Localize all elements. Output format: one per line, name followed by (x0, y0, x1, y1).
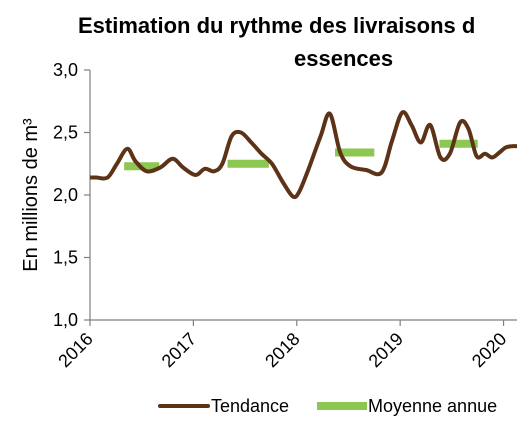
chart-title-line1: Estimation du rythme des livraisons d (78, 13, 475, 38)
x-tick-label: 2019 (365, 329, 407, 371)
y-tick-label: 1,0 (53, 310, 78, 330)
y-axis-label: En millions de m³ (20, 118, 42, 272)
legend: Tendance Moyenne annue (158, 396, 497, 416)
y-tick-label: 2,0 (53, 185, 78, 205)
x-tick-label: 2016 (54, 329, 96, 371)
legend-label-trend: Tendance (211, 396, 289, 416)
chart-title-line2: essences (294, 46, 393, 71)
y-tick-label: 1,5 (53, 248, 78, 268)
plot-area: 1,0 1,5 2,0 2,5 3,0 2016 2017 2018 2019 2020 (53, 60, 517, 371)
x-tick-label: 2017 (158, 329, 200, 371)
y-tick-label: 3,0 (53, 60, 78, 80)
x-tick-label: 2018 (261, 329, 303, 371)
trend-line (90, 110, 517, 200)
x-tick-label: 2020 (468, 329, 510, 371)
legend-label-average: Moyenne annue (368, 396, 497, 416)
y-tick-label: 2,5 (53, 123, 78, 143)
